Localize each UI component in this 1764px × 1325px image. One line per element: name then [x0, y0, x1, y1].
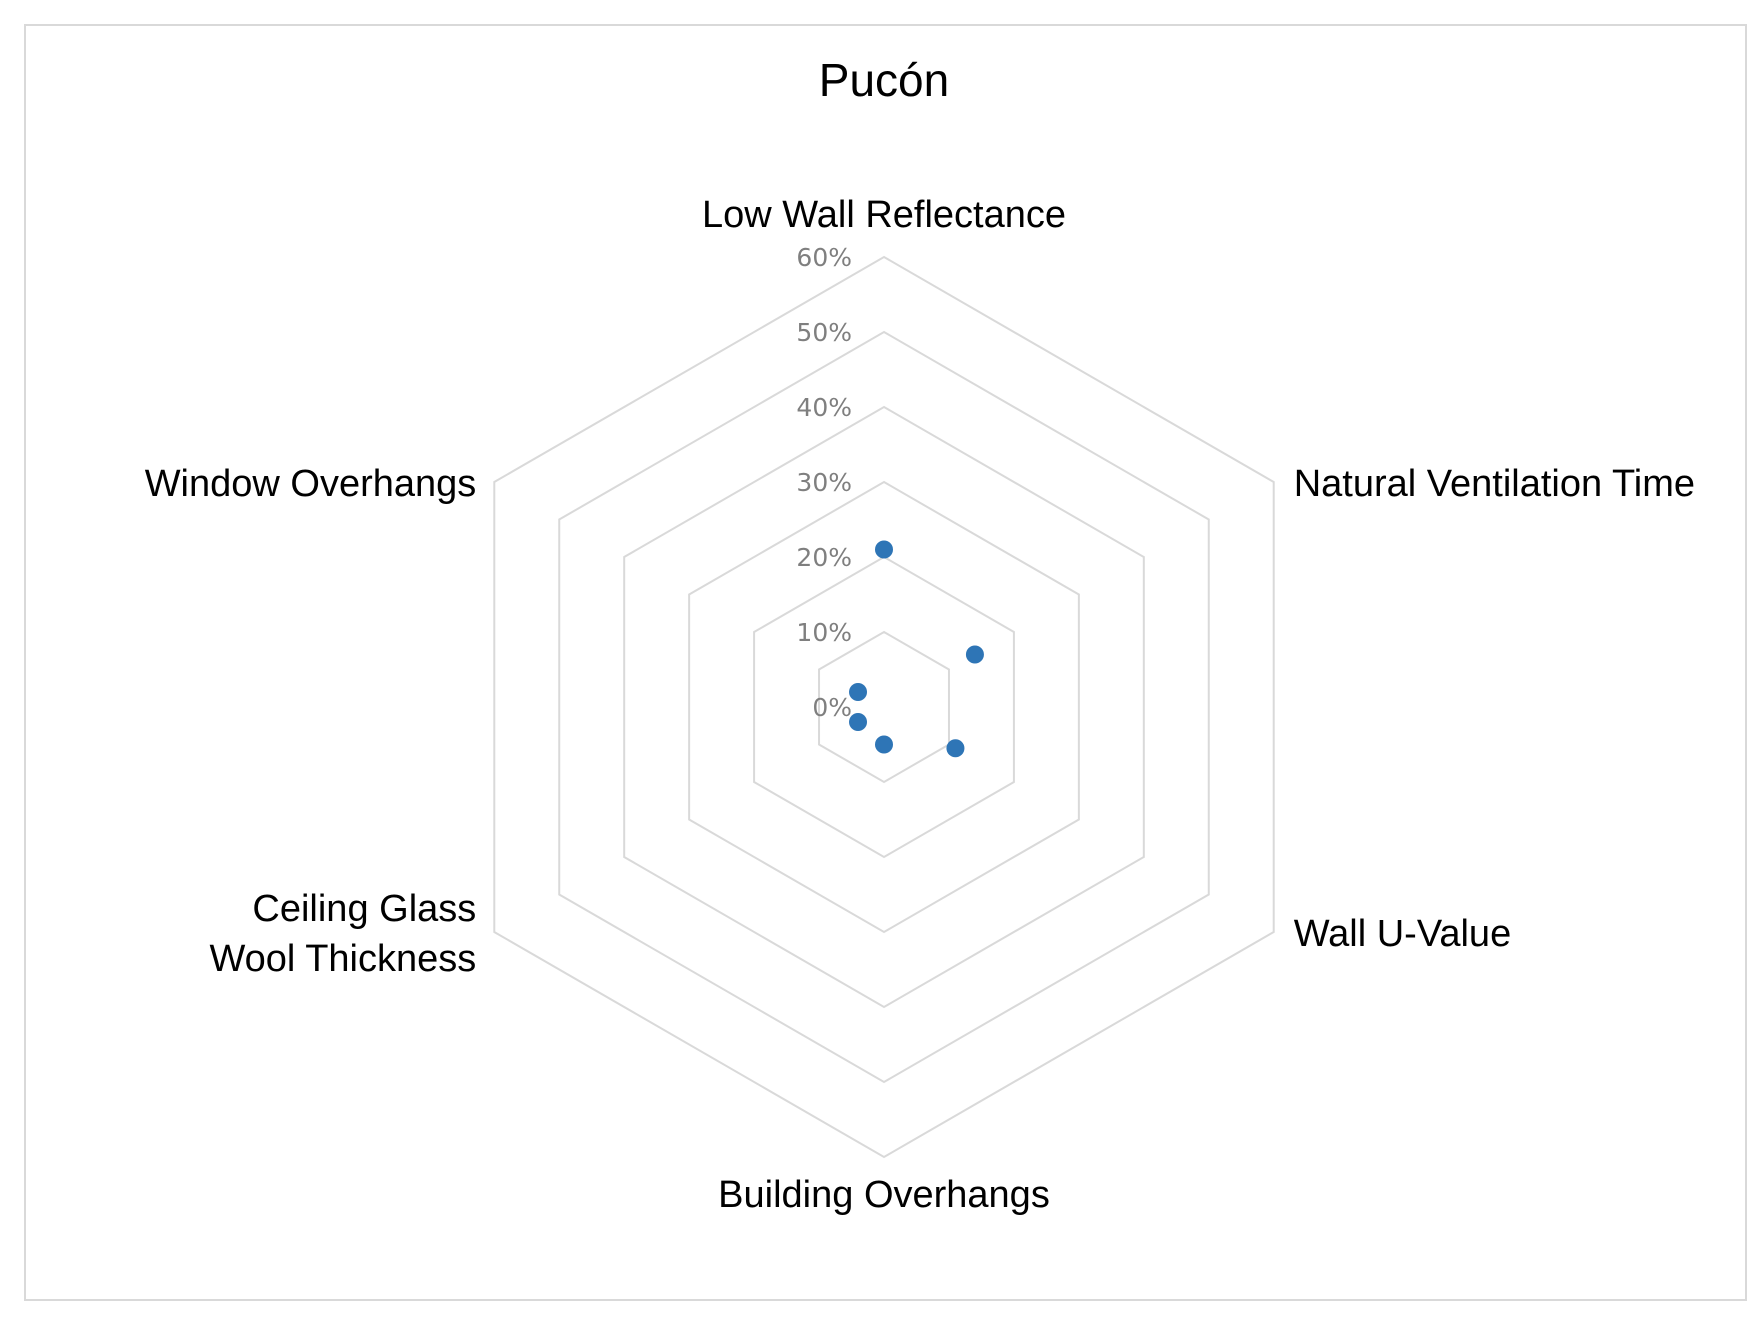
data-points [849, 540, 984, 758]
radial-tick-label: 20% [796, 543, 852, 572]
chart-frame [24, 24, 1747, 1301]
axis-label: Ceiling Glass Wool Thickness [209, 888, 476, 980]
axis-label-line: Ceiling Glass [252, 888, 476, 930]
grid-ring [753, 555, 1015, 859]
data-point [875, 540, 893, 559]
grid-layer [493, 255, 1275, 1159]
radial-tick-label: 50% [796, 318, 852, 347]
axis-label-line: Window Overhangs [145, 463, 477, 505]
axis-label-line: Building Overhangs [718, 1174, 1050, 1216]
chart-title: Pucón [819, 54, 949, 106]
grid-ring [688, 480, 1080, 934]
tick-labels: 0% 10% 20% 30% 40% 50% 60% [796, 243, 852, 722]
data-point [965, 645, 984, 664]
axis-label-line: Natural Ventilation Time [1294, 463, 1695, 505]
axis-label: Window Overhangs [145, 463, 477, 505]
grid-ring [623, 405, 1145, 1009]
radial-tick-label: 30% [796, 468, 852, 497]
axis-label: Building Overhangs [718, 1174, 1050, 1216]
axis-label: Low Wall Reflectance [702, 194, 1066, 236]
axis-label-line: Low Wall Reflectance [702, 194, 1066, 236]
axis-label: Natural Ventilation Time [1294, 463, 1695, 505]
radial-tick-label: 60% [796, 243, 852, 272]
grid-ring [818, 630, 950, 784]
axis-labels: Low Wall Reflectance Natural Ventilation … [145, 194, 1695, 1216]
radial-tick-label: 0% [812, 693, 852, 722]
data-point [849, 683, 868, 701]
axis-label-line: Wall U-Value [1294, 913, 1512, 955]
grid-ring [493, 255, 1275, 1159]
data-point [849, 713, 868, 731]
radial-tick-label: 40% [796, 393, 852, 422]
axis-label: Wall U-Value [1294, 913, 1512, 955]
grid-ring [558, 330, 1210, 1084]
radial-tick-label: 10% [796, 618, 852, 647]
data-point [946, 739, 965, 758]
axis-label-line: Wool Thickness [209, 938, 476, 980]
data-point [875, 735, 893, 754]
